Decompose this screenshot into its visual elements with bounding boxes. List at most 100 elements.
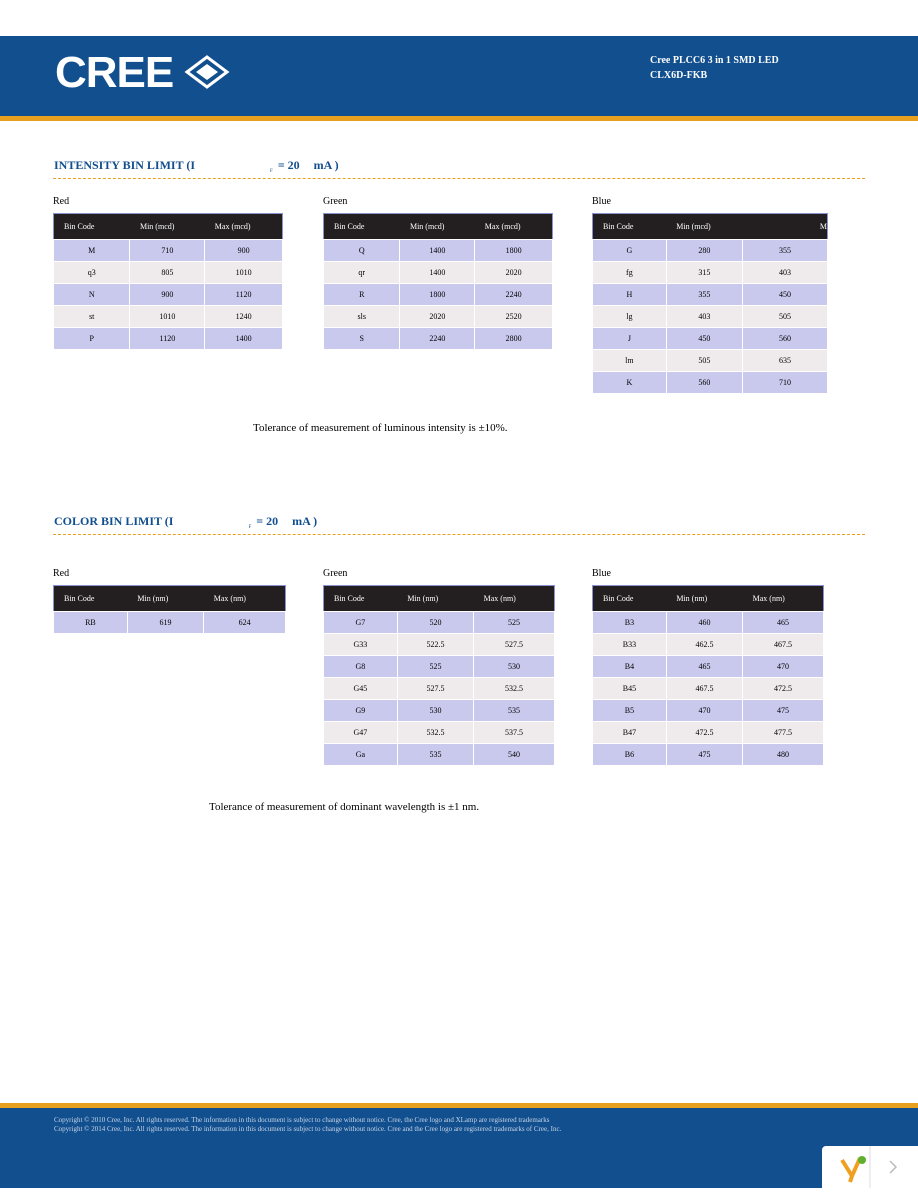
table-label: Green (323, 196, 348, 207)
cell: 527.5 (396, 677, 475, 700)
cell: 472.5 (665, 721, 744, 744)
cell: 535 (396, 743, 475, 766)
product: Cree PLCC6 3 in 1 SMD LED (650, 55, 779, 66)
row: B5 470 475 (592, 699, 824, 722)
row: G47 532.5 537.5 (323, 721, 555, 744)
cell: 525 (473, 611, 555, 634)
header-cell: Min (mcd) (666, 213, 743, 240)
row: lg 403 505 (592, 305, 829, 328)
header-row: Bin Code Min (nm) Max (nm) (53, 585, 286, 612)
cell: 475 (665, 743, 744, 766)
cell: G (592, 239, 667, 262)
row: B33 462.5 467.5 (592, 633, 824, 656)
header-row: Bin Code Min (mcd) M (592, 213, 828, 240)
widget-icon (840, 1146, 898, 1188)
row: M 710 900 (52, 239, 283, 262)
row: q3 805 1010 (52, 261, 283, 284)
cell: 2240 (474, 283, 553, 306)
bin-table: Bin Code Min (nm) Max (nm) G7 520 525 G33 522.5… (323, 585, 555, 766)
header-cell: Bin Code (592, 213, 667, 240)
header-cell: Bin Code (323, 213, 400, 240)
cell: 465 (665, 655, 744, 678)
row: G 280 355 (592, 239, 829, 262)
cell: 1010 (129, 305, 206, 328)
row: N 900 1120 (52, 283, 283, 306)
cell: lm (592, 349, 667, 372)
cell: st (52, 305, 131, 328)
row: G33 522.5 527.5 (323, 633, 555, 656)
row: R 1800 2240 (322, 283, 553, 306)
cell: 900 (204, 239, 283, 262)
row: K 560 710 (592, 371, 829, 394)
widget[interactable] (822, 1146, 918, 1188)
header-stripe (0, 116, 918, 121)
cell: G45 (323, 677, 398, 700)
row: st 1010 1240 (52, 305, 283, 328)
row: S 2240 2800 (322, 327, 553, 350)
cell: 560 (665, 371, 743, 394)
cell: B45 (592, 677, 667, 700)
cell: 355 (741, 239, 829, 262)
cell: 472.5 (742, 677, 824, 700)
row: G8 525 530 (323, 655, 555, 678)
header-cell: M (742, 213, 828, 240)
cell: 540 (473, 743, 555, 766)
cell: 1010 (204, 261, 283, 284)
header-row: Bin Code Min (nm) Max (nm) (592, 585, 824, 612)
table-label: Red (53, 196, 70, 207)
bin-table: Bin Code Min (nm) Max (nm) RB 619 624 (53, 585, 286, 634)
row: B47 472.5 477.5 (592, 721, 824, 744)
cell: 624 (203, 611, 286, 634)
header-cell: Bin Code (53, 585, 128, 612)
cell: S (322, 327, 401, 350)
cell: 280 (665, 239, 743, 262)
cell: 467.5 (742, 633, 824, 656)
table-label: Blue (592, 568, 611, 579)
cell: 355 (665, 283, 743, 306)
subscript: F (270, 169, 273, 175)
unit: mA ) (292, 514, 318, 528)
cell: 635 (741, 349, 829, 372)
cell: 532.5 (473, 677, 555, 700)
cell: 522.5 (396, 633, 475, 656)
header-cell: Max (nm) (473, 585, 555, 612)
cell: H (592, 283, 667, 306)
cell: Q (322, 239, 401, 262)
header-cell: Max (mcd) (204, 213, 283, 240)
header-row: Bin Code Min (mcd) Max (mcd) (323, 213, 553, 240)
table-label: Red (53, 568, 70, 579)
cell: R (322, 283, 401, 306)
cell: 403 (741, 261, 829, 284)
subscript: F (248, 525, 252, 531)
product-info: Cree PLCC6 3 in 1 SMD LED CLX6D-FKB (650, 53, 779, 83)
table-label: Blue (592, 196, 611, 207)
cell: Ga (323, 743, 398, 766)
header-row: Bin Code Min (mcd) Max (mcd) (53, 213, 283, 240)
part: CLX6D-FKB (650, 70, 708, 81)
cell: 805 (129, 261, 206, 284)
bin-table: Bin Code Min (mcd) Max (mcd) Q 1400 1800 qr 140… (322, 213, 553, 350)
condition: = 20 (277, 158, 300, 172)
footer-bar (0, 1108, 918, 1188)
title: INTENSITY BIN LIMIT (I (54, 158, 196, 172)
cell: 470 (665, 699, 744, 722)
cell: G7 (323, 611, 398, 634)
cell: 467.5 (665, 677, 744, 700)
cell: 1800 (474, 239, 553, 262)
cell: 505 (665, 349, 743, 372)
cell: 530 (473, 655, 555, 678)
bin-table: Bin Code Min (mcd) M G 280 355 fg 315 403 H 355 450… (592, 213, 829, 394)
cell: 2020 (474, 261, 553, 284)
header-cell: Bin Code (323, 585, 398, 612)
header-cell: Min (mcd) (129, 213, 205, 240)
unit: mA ) (313, 158, 339, 172)
cell: 2520 (474, 305, 553, 328)
cell: B3 (592, 611, 667, 634)
divider (53, 178, 865, 179)
copyright: Copyright © 2014 Cree, Inc. All rights r… (54, 1125, 562, 1133)
cell: 505 (741, 305, 829, 328)
cell: 900 (129, 283, 206, 306)
cell: 480 (742, 743, 824, 766)
cell: 1120 (129, 327, 206, 350)
header-cell: Max (nm) (742, 585, 824, 612)
